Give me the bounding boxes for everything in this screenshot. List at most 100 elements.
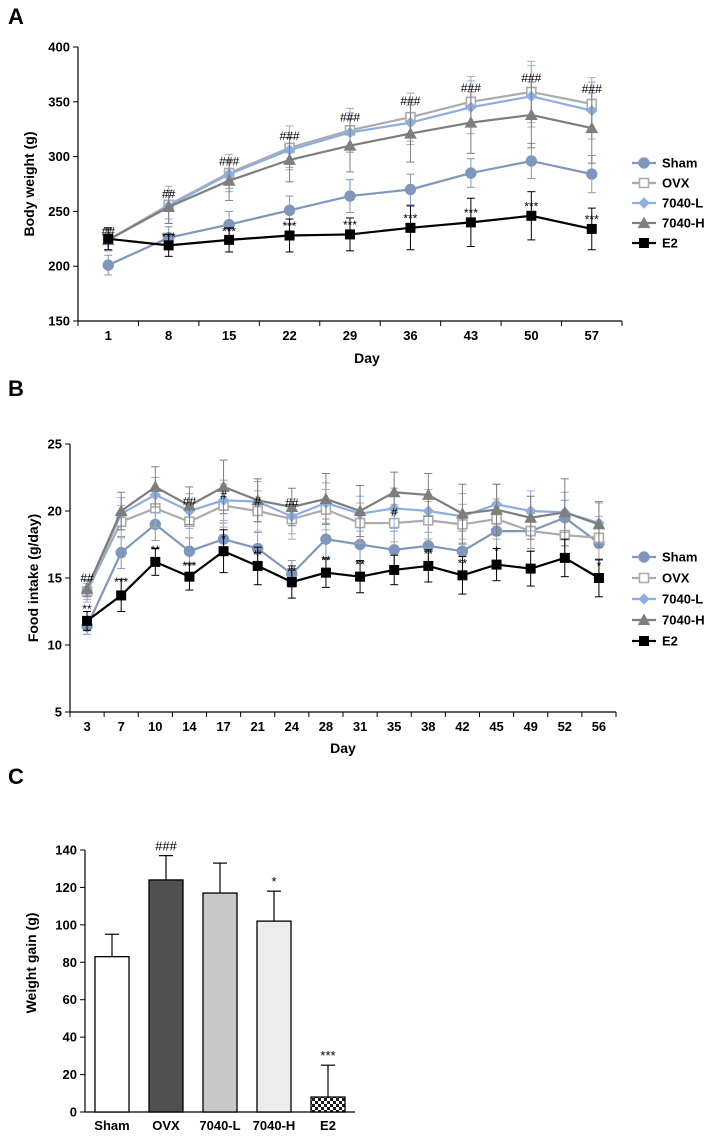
panel-a-legend-label: E2 xyxy=(662,236,678,251)
panel-b-x-tick-label: 28 xyxy=(319,719,333,734)
panel-a-x-tick-label: 43 xyxy=(464,328,478,343)
panel-c-significance-mark: *** xyxy=(320,1048,335,1063)
panel-b-data-point xyxy=(183,545,196,557)
panel-c-y-tick-label: 80 xyxy=(63,955,77,970)
panel-b-significance-mark: ** xyxy=(151,543,161,557)
panel-a-data-point xyxy=(284,230,295,241)
panel-a-significance-mark: *** xyxy=(585,212,599,226)
panel-b-y-tick-label: 10 xyxy=(48,638,62,653)
panel-a-body-weight-chart: Body weight (g) Day 150 200 250 300 350 400 1 8… xyxy=(21,40,705,367)
panel-a-legend-label: Sham xyxy=(662,156,697,171)
panel-b-significance-mark: # xyxy=(254,495,261,509)
panel-a-data-point xyxy=(162,200,176,213)
panel-b-data-point xyxy=(217,480,230,492)
panel-b-legend-marker xyxy=(638,593,650,605)
panel-b-data-point xyxy=(387,485,401,498)
panel-b-series-line xyxy=(86,485,600,590)
panel-c-significance-mark: * xyxy=(271,874,276,889)
panel-b-data-point xyxy=(421,488,435,500)
panel-b-data-point xyxy=(320,533,332,545)
panel-c-bar-ovx xyxy=(148,879,184,1113)
panel-b-data-point xyxy=(593,573,604,583)
panel-a-data-point xyxy=(526,210,537,221)
panel-a-data-point xyxy=(465,167,477,179)
panel-a-legend-marker xyxy=(638,197,650,209)
panel-b-y-tick-label: 5 xyxy=(55,705,62,720)
panel-a-y-tick-label: 250 xyxy=(48,204,70,219)
panel-b-data-point xyxy=(355,571,366,582)
panel-b-y-axis-title: Food intake (g/day) xyxy=(25,514,41,642)
panel-a-data-point xyxy=(103,233,114,244)
panel-c-y-tick-label: 120 xyxy=(55,880,77,895)
panel-a-data-point xyxy=(224,234,235,245)
panel-a-data-point xyxy=(405,222,416,233)
panel-b-legend-item: E2 xyxy=(632,634,678,649)
panel-a-data-point xyxy=(102,259,114,271)
panel-b-x-tick-label: 35 xyxy=(387,719,401,734)
panel-b-data-point xyxy=(285,500,299,512)
panel-a-x-tick-label: 15 xyxy=(222,328,236,343)
panel-b-legend-label: E2 xyxy=(662,634,678,649)
panel-a-significance-mark: ### xyxy=(280,129,300,143)
panel-b-x-tick-label: 7 xyxy=(118,719,125,734)
panel-a-data-point xyxy=(404,183,417,196)
panel-label-a: A xyxy=(8,4,24,29)
panel-a-x-tick-label: 57 xyxy=(585,328,599,343)
panel-b-legend-label: 7040-L xyxy=(662,592,703,607)
panel-a-y-tick-label: 300 xyxy=(48,149,70,164)
panel-a-data-point xyxy=(525,155,538,167)
panel-b-significance-mark: # xyxy=(391,505,398,519)
panel-b-x-tick-label: 38 xyxy=(421,719,435,734)
panel-b-data-point xyxy=(252,560,263,571)
panel-b-x-tick-label: 3 xyxy=(83,719,90,734)
panel-a-y-tick-label: 350 xyxy=(48,94,70,109)
panel-b-data-point xyxy=(389,564,400,575)
panel-b-data-point xyxy=(490,503,503,515)
panel-a-data-point xyxy=(163,240,174,251)
panel-b-x-tick-label: 52 xyxy=(558,719,572,734)
panel-b-significance-mark: *** xyxy=(114,575,128,589)
panel-b-legend-label: 7040-H xyxy=(662,613,705,628)
panel-b-food-intake-chart: Food intake (g/day) Day 5 10 15 20 25 3 7 10 14 1… xyxy=(25,437,705,757)
panel-b-data-point xyxy=(183,499,196,511)
panel-a-x-tick-label: 36 xyxy=(403,328,417,343)
panel-b-legend-item: 7040-L xyxy=(632,592,703,607)
panel-b-x-tick-label: 45 xyxy=(489,719,503,734)
panel-b-data-point xyxy=(525,563,536,574)
panel-b-series-7040-h xyxy=(80,459,606,598)
panel-a-legend-marker xyxy=(639,238,649,248)
panel-b-significance-mark: ## xyxy=(80,571,94,585)
panel-a-legend-item: 7040-H xyxy=(632,216,705,231)
panel-c-bar-sham xyxy=(94,956,130,1113)
panel-a-y-tick-label: 400 xyxy=(48,40,70,55)
panel-b-data-point xyxy=(456,545,469,557)
panel-b-significance-mark: ** xyxy=(287,564,297,578)
panel-b-x-tick-label: 14 xyxy=(182,719,197,734)
panel-b-significance-mark: ** xyxy=(321,554,331,568)
panel-a-legend-item: E2 xyxy=(632,236,678,251)
panel-b-x-tick-label: 49 xyxy=(523,719,537,734)
panel-a-significance-mark: ### xyxy=(582,82,602,96)
panel-a-data-point xyxy=(586,168,598,180)
panel-b-x-tick-label: 31 xyxy=(353,719,367,734)
panel-b-series-7040-l xyxy=(81,477,605,600)
panel-c-x-tick-label: 7040-L xyxy=(199,1118,240,1133)
panel-a-data-point xyxy=(585,121,599,134)
panel-a-data-point xyxy=(283,204,296,217)
panel-c-bar-7040-h xyxy=(256,920,292,1113)
panel-b-data-point xyxy=(559,552,570,563)
panel-c-y-tick-label: 20 xyxy=(63,1067,77,1082)
panel-a-legend-item: OVX xyxy=(632,176,690,191)
panel-b-data-point xyxy=(423,560,434,571)
panel-b-x-tick-label: 56 xyxy=(592,719,606,734)
panel-b-significance-mark: ** xyxy=(424,547,434,561)
panel-b-legend-label: OVX xyxy=(662,571,690,586)
panel-a-significance-mark: *** xyxy=(343,218,357,232)
panel-b-legend-item: OVX xyxy=(632,571,690,586)
panel-a-significance-mark: *** xyxy=(524,199,538,213)
panel-b-legend-label: Sham xyxy=(662,550,697,565)
panel-a-y-axis-title: Body weight (g) xyxy=(21,132,37,237)
panel-b-legend-marker xyxy=(639,636,649,646)
panel-b-data-point xyxy=(114,504,128,516)
panel-label-c: C xyxy=(8,764,24,789)
